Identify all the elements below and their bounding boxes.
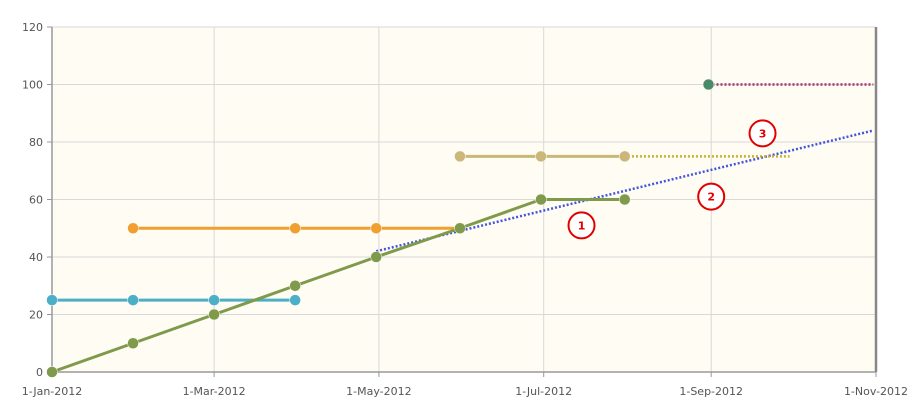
callout-label: 3 [759, 127, 767, 140]
data-point [208, 308, 220, 321]
data-point [618, 193, 631, 206]
data-point [46, 366, 58, 378]
data-point [702, 78, 715, 91]
callout-circle [567, 211, 596, 240]
y-tick-label: 0 [36, 366, 43, 379]
callout-label: 1 [578, 219, 586, 232]
data-point [454, 222, 466, 234]
data-point [46, 294, 58, 306]
series [46, 193, 631, 378]
axes: 0 20 40 60 80 100 120 1-Jan-2012 1-Mar-2012 1-May… [22, 21, 908, 398]
data-point [535, 193, 547, 206]
x-tick-label: 1-Mar-2012 [183, 385, 246, 398]
x-tick-label: 1-May-2012 [346, 385, 411, 398]
x-tick-label: 1-Sep-2012 [679, 385, 743, 398]
x-tick-label: 1-Jan-2012 [22, 385, 83, 398]
callout-circle [697, 182, 726, 211]
data-point [454, 150, 466, 163]
data-point [535, 150, 547, 163]
data-point [618, 150, 631, 163]
series-line [51, 198, 625, 374]
y-tick-label: 120 [22, 21, 43, 34]
data-point [127, 294, 139, 306]
annotation-callout: 3 [748, 119, 777, 148]
data-series [46, 78, 715, 378]
data-point [127, 337, 139, 349]
data-point [289, 222, 301, 234]
y-tick-label: 80 [29, 136, 43, 149]
data-point [289, 280, 301, 292]
data-point [370, 222, 382, 234]
y-tick-label: 60 [29, 194, 43, 207]
data-point [127, 222, 139, 234]
data-point [208, 294, 220, 306]
series [702, 78, 715, 91]
annotation-callout: 2 [697, 182, 726, 211]
series [454, 150, 631, 163]
y-tick-label: 100 [22, 79, 43, 92]
y-tick-label: 40 [29, 251, 43, 264]
annotations: 1 2 3 [567, 119, 777, 240]
annotation-callout: 1 [567, 211, 596, 240]
callout-label: 2 [707, 191, 715, 204]
callout-circle [748, 119, 777, 148]
y-tick-label: 20 [29, 309, 43, 322]
x-tick-label: 1-Nov-2012 [844, 385, 908, 398]
data-point [289, 294, 301, 306]
data-point [370, 251, 382, 263]
x-tick-label: 1-Jul-2012 [515, 385, 572, 398]
